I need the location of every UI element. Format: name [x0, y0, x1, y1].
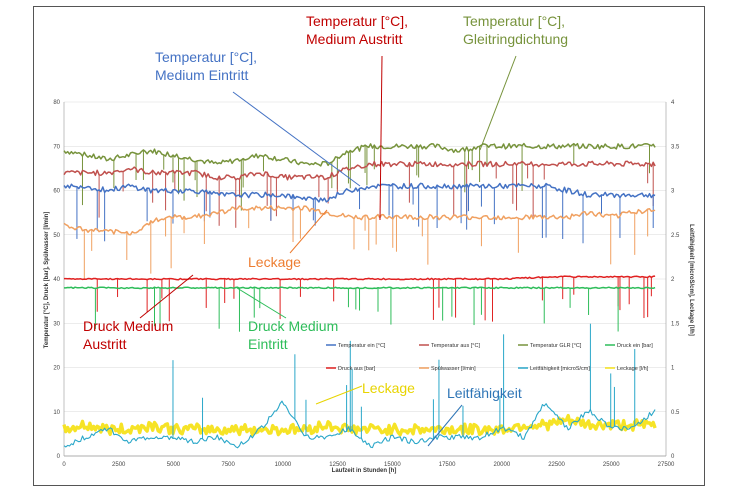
y-tick-right: 1: [671, 366, 675, 372]
x-tick: 5000: [167, 462, 181, 468]
y-axis-label-left: Temperatur [°C], Druck [bar], Spülwasser…: [44, 212, 50, 349]
annotation-label: Temperatur [°C], Medium Eintritt: [155, 49, 257, 83]
y-axis-label-right: Leitfähigkeit [microS/cm], Leckage [l/h]: [688, 224, 694, 336]
leader-line: [379, 55, 383, 221]
series-line: [64, 286, 656, 290]
annotation-leaders: [139, 55, 517, 447]
annotation-line: Temperatur [°C],: [463, 13, 565, 29]
leader-line: [427, 404, 463, 447]
y-tick-right: 4: [671, 100, 675, 106]
series-line: [63, 160, 656, 181]
x-tick: 2500: [112, 462, 126, 468]
annotation-label: Temperatur [°C], Gleitringdichtung: [463, 13, 568, 47]
leader-line: [236, 287, 287, 319]
y-tick-left: 80: [53, 100, 60, 106]
annotation-line: Austritt: [83, 336, 127, 352]
series-group: [62, 142, 657, 449]
x-tick: 27500: [658, 462, 675, 468]
y-tick-left: 70: [53, 144, 60, 150]
y-tick-left: 30: [53, 321, 60, 327]
annotation-line: Leckage: [248, 254, 301, 270]
x-tick: 17500: [439, 462, 456, 468]
y-tick-right: 2: [671, 277, 675, 283]
annotation-line: Druck Medium: [83, 318, 173, 334]
series-line: [64, 275, 656, 281]
y-tick-left: 60: [53, 189, 60, 195]
x-tick: 22500: [548, 462, 565, 468]
y-tick-left: 20: [53, 366, 60, 372]
x-tick: 15000: [384, 462, 401, 468]
y-tick-right: 3: [671, 189, 675, 195]
y-tick-right: 0.5: [671, 410, 680, 416]
series-line: [63, 205, 656, 236]
annotations: Temperatur [°C], Medium AustrittTemperatu…: [83, 13, 568, 401]
x-tick: 20000: [493, 462, 510, 468]
x-tick: 25000: [603, 462, 620, 468]
annotation-line: Leitfähigkeit: [447, 385, 522, 401]
y-tick-left: 50: [53, 233, 60, 239]
annotation-label: Temperatur [°C], Medium Austritt: [306, 13, 408, 47]
leader-line: [289, 209, 328, 254]
annotation-line: Leckage: [362, 380, 415, 396]
annotation-label: Leckage: [248, 254, 301, 270]
series-line: [62, 413, 657, 437]
annotation-line: Druck Medium: [248, 318, 338, 334]
leader-line: [232, 91, 361, 187]
annotation-line: Temperatur [°C],: [155, 49, 257, 65]
annotation-line: Medium Eintritt: [155, 67, 248, 83]
annotation-line: Medium Austritt: [306, 31, 403, 47]
y-tick-left: 0: [57, 454, 61, 460]
x-tick: 0: [62, 462, 66, 468]
leader-line: [315, 385, 363, 405]
y-tick-left: 40: [53, 277, 60, 283]
y-tick-right: 1.5: [671, 321, 680, 327]
leader-line: [139, 274, 194, 319]
annotation-label: Leckage: [362, 380, 415, 396]
annotation-label: Druck Medium Eintritt: [248, 318, 338, 352]
series-line: [63, 142, 656, 167]
series-line: [63, 182, 656, 203]
legend-label: Leckage [l/h]: [617, 366, 649, 372]
leader-line: [479, 55, 517, 151]
annotation-label: Leitfähigkeit: [447, 385, 522, 401]
legend-label: Temperatur ein [°C]: [338, 343, 386, 349]
legend: Temperatur ein [°C] Temperatur aus [°C] Te…: [326, 343, 653, 372]
x-tick: 7500: [222, 462, 236, 468]
legend-label: Druck aus [bar]: [338, 366, 376, 372]
legend-label: Temperatur GLR [°C]: [530, 343, 582, 349]
annotation-line: Temperatur [°C],: [306, 13, 408, 29]
x-tick: 10000: [275, 462, 292, 468]
y-tick-right: 2.5: [671, 233, 680, 239]
series-line: [63, 400, 656, 449]
legend-label: Temperatur aus [°C]: [431, 343, 480, 349]
y-tick-right: 0: [671, 454, 675, 460]
legend-label: Leitfähigkeit [microS/cm]: [530, 366, 590, 372]
annotation-line: Eintritt: [248, 336, 288, 352]
annotation-line: Gleitringdichtung: [463, 31, 568, 47]
x-axis-label: Laufzeit in Stunden [h]: [332, 468, 397, 474]
y-tick-right: 3.5: [671, 144, 680, 150]
legend-label: Spülwasser [l/min]: [431, 366, 476, 372]
legend-label: Druck ein [bar]: [617, 343, 653, 349]
annotation-label: Druck Medium Austritt: [83, 318, 173, 352]
x-tick: 12500: [329, 462, 346, 468]
y-tick-left: 10: [53, 410, 60, 416]
